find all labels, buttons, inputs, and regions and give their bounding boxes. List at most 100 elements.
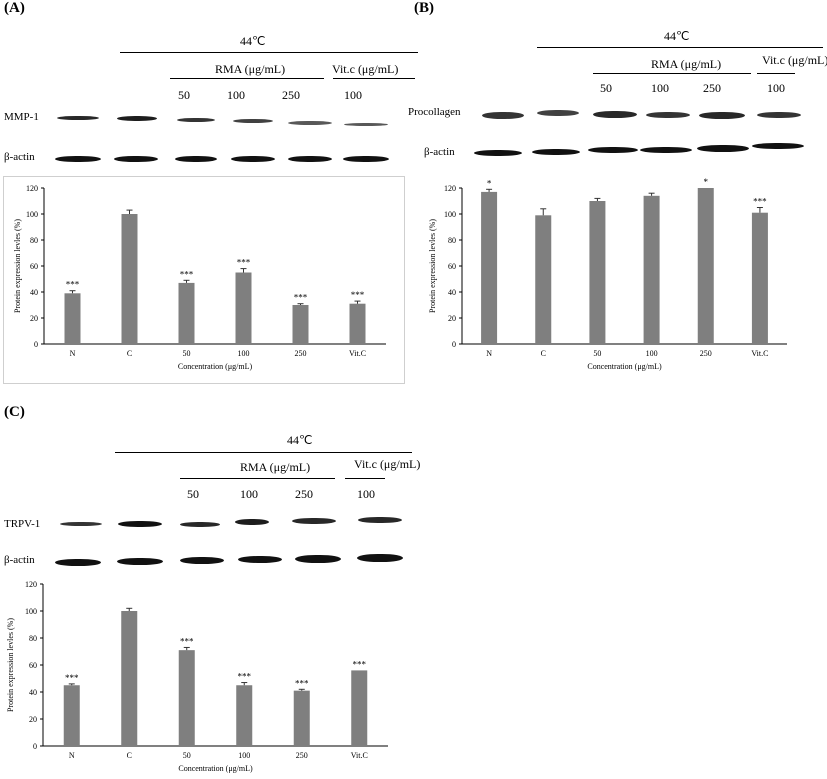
panel-a-band-row1-lane2 [117,116,157,121]
panel-c-significance-mark: *** [295,678,309,688]
panel-a-band-row2-lane6 [343,156,389,162]
panel-a-y-axis-title: Protein expression levles (%) [13,219,22,313]
panel-a-dose-2: 100 [227,88,245,102]
panel-c-band-row1-lane6 [358,517,402,523]
panel-b-x-axis-title: Concentration (μg/mL) [587,362,662,371]
panel-a-chart-frame [3,176,405,384]
panel-c-x-tick-label: 250 [296,751,308,760]
panel-a-y-tick-label: 60 [30,262,38,271]
panel-a-significance-mark: *** [180,269,194,279]
panel-b-y-tick-label: 80 [448,236,456,245]
panel-c-dose-2: 100 [240,487,258,501]
panel-c-temp-line [115,452,412,453]
panel-b-bar [697,188,714,344]
panel-c-vitc-group: Vit.c (μg/mL) [354,457,421,471]
panel-a-band-row1-lane1 [57,116,99,120]
panel-a-bar-chart: 0 20 40 60 80 100 120 Protein expression levles… [13,184,386,371]
panel-b-blot-label-target: Procollagen [408,106,461,118]
panel-a-y-tick-label: 120 [26,184,38,193]
panel-b-x-tick-label: 50 [593,349,601,358]
panel-b-band-row1-lane6 [757,112,801,118]
panel-a-significance-mark: *** [294,293,308,303]
panel-a-rma-line [170,78,324,79]
panel-b-bar [481,191,498,344]
panel-b-x-tick-label: C [541,349,546,358]
panel-a-bar [64,293,81,344]
panel-b-bar [589,201,606,344]
panel-c-x-tick-label: 50 [183,751,191,760]
panel-b-rma-line [593,73,751,74]
panel-c-band-row2-lane6 [357,554,403,562]
panel-a-x-tick-label: 50 [183,349,191,358]
panel-b-band-row2-lane2 [532,149,580,155]
panel-c-label: (C) [4,404,25,420]
panel-a-bar [178,282,195,344]
panel-b-temp-header: 44℃ [664,29,690,43]
panel-c-band-row2-lane5 [295,555,341,563]
panel-c-band-row2-lane1 [55,559,101,566]
panel-c-x-tick-label: N [69,751,75,760]
panel-b-vitc-group: Vit.c (μg/mL) [762,53,827,67]
panel-b-x-tick-label: 100 [646,349,658,358]
panel-a-dose-4: 100 [344,88,362,102]
panel-b-y-axis-title: Protein expression levles (%) [428,219,437,313]
panel-c-bar [63,685,80,746]
panel-a-x-axis-title: Concentration (μg/mL) [178,362,253,371]
panel-c-y-tick-label: 0 [33,742,37,751]
panel-a-y-tick-label: 20 [30,314,38,323]
panel-c-x-tick-label: C [127,751,132,760]
panel-a-band-row1-lane6 [344,123,388,126]
panel-b-dose-3: 250 [703,81,721,95]
panel-c-band-row2-lane2 [117,558,163,565]
panel-a-x-tick-label: Vit.C [349,349,366,358]
panel-c-significance-mark: *** [238,672,252,682]
panel-b-band-row1-lane3 [593,111,637,118]
panel-c-dose-1: 50 [187,487,199,501]
panel-a-y-tick-label: 40 [30,288,38,297]
panel-c-band-row1-lane1 [60,522,102,526]
panel-b-significance-mark: * [487,178,492,188]
panel-a-significance-mark: *** [66,280,80,290]
panel-b-dose-4: 100 [767,81,785,95]
panel-a-label: (A) [4,0,25,16]
panel-b-bar-chart: 0 20 40 60 80 100 120 Protein expression levles… [428,178,787,371]
panel-c-rma-group: RMA (μg/mL) [240,460,311,474]
panel-b-y-tick-label: 40 [448,288,456,297]
panel-b-dose-2: 100 [651,81,669,95]
panel-c-bar [236,685,253,746]
panel-b-band-row2-lane1 [474,150,522,156]
panel-a-significance-mark: *** [237,258,251,268]
panel-b-band-row2-lane4 [640,147,692,153]
panel-b-bar [751,212,768,344]
panel-c-significance-mark: *** [353,659,367,669]
panel-b-y-tick-label: 100 [444,210,456,219]
panel-a-y-tick-label: 80 [30,236,38,245]
panel-b-x-tick-label: Vit.C [751,349,768,358]
panel-c-dose-4: 100 [357,487,375,501]
panel-b-band-row1-lane2 [537,110,579,116]
panel-c-y-tick-label: 40 [29,688,37,697]
panel-c-y-tick-label: 80 [29,634,37,643]
panel-c-bar-chart: 0 20 40 60 80 100 120 Protein expression levles… [6,580,388,773]
panel-c-blot-label-target: TRPV-1 [4,518,41,530]
panel-b-significance-mark: *** [753,197,767,207]
panel-b-y-tick-label: 20 [448,314,456,323]
panel-a-bar [121,214,138,344]
panel-a-bar [349,303,366,344]
panel-a-rma-group: RMA (μg/mL) [215,62,286,76]
panel-b-rma-group: RMA (μg/mL) [651,57,722,71]
panel-a-dose-3: 250 [282,88,300,102]
panel-b-band-row1-lane1 [482,112,524,119]
panel-b-vitc-line [757,73,795,74]
panel-a-y-tick-label: 100 [26,210,38,219]
panel-c-significance-mark: *** [180,636,194,646]
panel-a-y-tick-label: 0 [34,340,38,349]
panel-a-vitc-line [333,78,415,79]
panel-c-bar [351,670,368,746]
panel-a-vitc-group: Vit.c (μg/mL) [332,62,399,76]
panel-a-band-row1-lane3 [177,118,215,122]
panel-b-y-tick-label: 60 [448,262,456,271]
panel-c-band-row1-lane5 [292,518,336,524]
panel-a-band-row1-lane5 [288,121,332,125]
panel-a-blot-label-actin: β-actin [4,151,35,163]
